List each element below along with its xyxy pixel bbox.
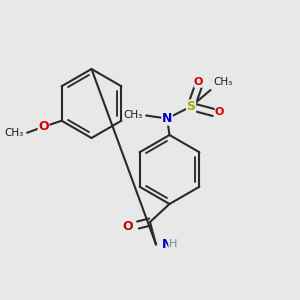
Text: O: O (38, 120, 49, 133)
Text: S: S (187, 100, 196, 113)
Text: N: N (161, 238, 172, 251)
Text: CH₃: CH₃ (214, 77, 233, 87)
Text: O: O (215, 107, 224, 118)
Text: O: O (194, 77, 203, 88)
Text: CH₃: CH₃ (5, 128, 24, 138)
Text: N: N (162, 112, 172, 125)
Text: H: H (169, 239, 177, 249)
Text: CH₃: CH₃ (124, 110, 143, 121)
Text: O: O (123, 220, 134, 233)
